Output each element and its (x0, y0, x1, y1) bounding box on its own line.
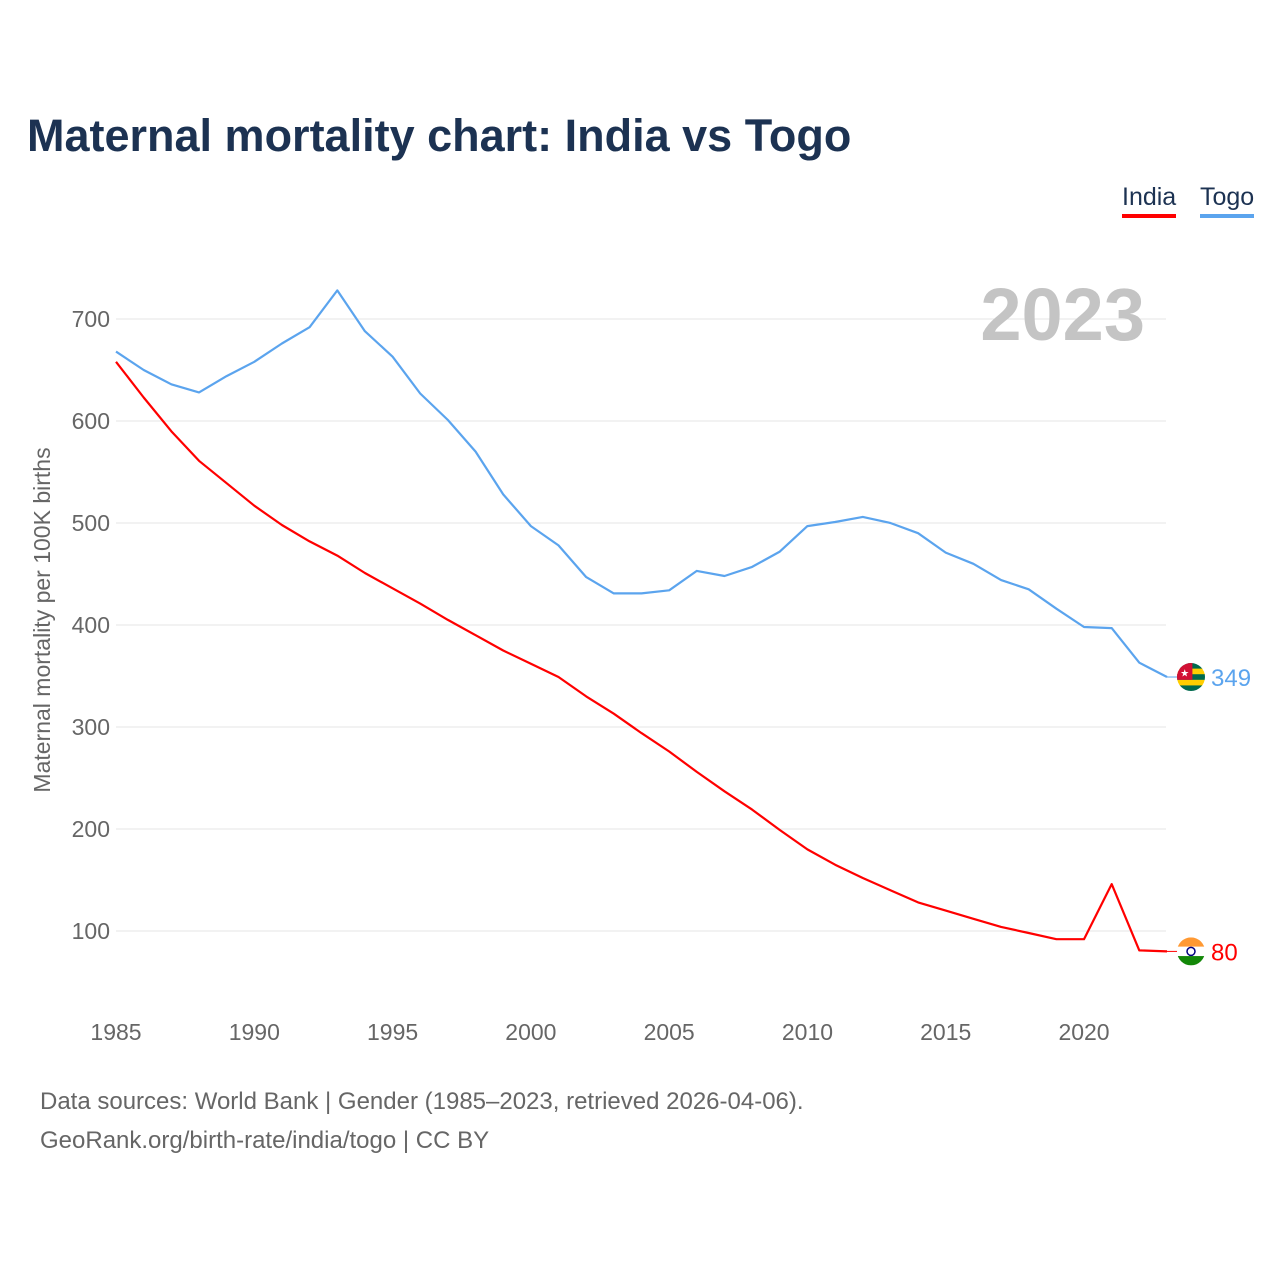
chart-title: Maternal mortality chart: India vs Togo (27, 110, 852, 161)
x-tick-label: 2000 (505, 1019, 556, 1045)
y-tick-label: 700 (72, 306, 110, 332)
end-value-label-togo: 349 (1211, 665, 1251, 692)
india-flag-icon (1177, 937, 1205, 966)
x-tick-label: 2020 (1058, 1019, 1109, 1045)
series-line-india (115, 361, 1168, 953)
footer-attribution[interactable]: GeoRank.org/birth-rate/india/togo | CC B… (40, 1127, 490, 1154)
series-line-togo (115, 289, 1168, 678)
y-tick-label: 300 (72, 714, 110, 740)
footer-sources: Data sources: World Bank | Gender (1985–… (40, 1088, 804, 1115)
svg-text:★: ★ (1180, 668, 1189, 679)
x-tick-label: 1995 (367, 1019, 418, 1045)
y-tick-label: 600 (72, 408, 110, 434)
x-tick-label: 1990 (229, 1019, 280, 1045)
y-tick-label: 400 (72, 612, 110, 638)
x-tick-label: 1985 (90, 1019, 141, 1045)
x-tick-label: 2005 (644, 1019, 695, 1045)
legend-india[interactable]: India (1122, 183, 1177, 218)
y-axis-label: Maternal mortality per 100K births (29, 447, 55, 792)
y-tick-label: 500 (72, 510, 110, 536)
togo-flag-icon: ★ (1177, 663, 1205, 692)
end-value-label-india: 80 (1211, 939, 1238, 966)
y-tick-label: 200 (72, 816, 110, 842)
x-tick-label: 2015 (920, 1019, 971, 1045)
y-tick-label: 100 (72, 918, 110, 944)
year-watermark: 2023 (980, 273, 1145, 356)
legend-togo[interactable]: Togo (1200, 183, 1255, 218)
x-tick-label: 2010 (782, 1019, 833, 1045)
